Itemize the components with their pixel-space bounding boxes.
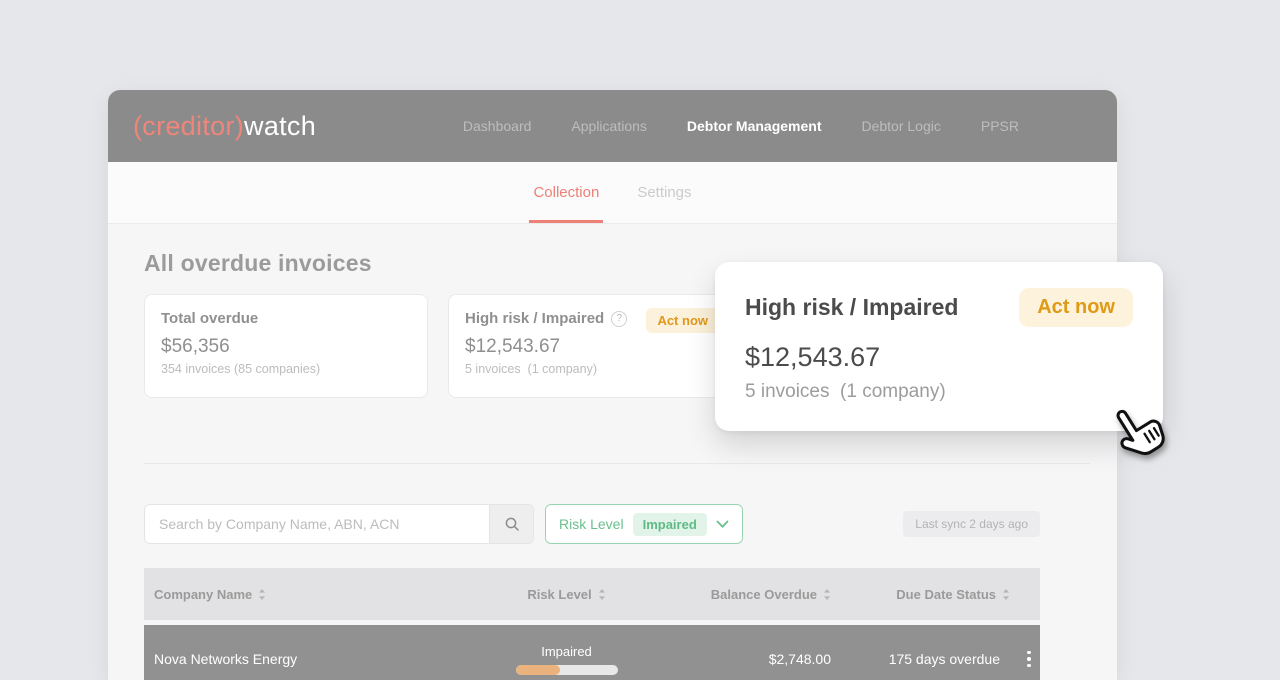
filter-label: Risk Level	[559, 516, 624, 532]
header-due-date-status[interactable]: Due Date Status	[839, 587, 1018, 602]
row-menu-button[interactable]	[1018, 647, 1040, 672]
risk-label: Impaired	[541, 643, 592, 659]
sort-icon	[823, 588, 831, 601]
header-balance-overdue[interactable]: Balance Overdue	[659, 587, 839, 602]
search-icon	[505, 517, 519, 531]
high-risk-sub: 5 invoices (1 company)	[465, 362, 598, 376]
high-risk-title: High risk / Impaired	[465, 310, 605, 327]
chevron-down-icon	[716, 520, 729, 528]
creditorwatch-logo[interactable]: (creditor)watch	[133, 111, 316, 142]
top-navbar: (creditor)watch Dashboard Applications D…	[108, 90, 1117, 162]
toolbar: Risk Level Impaired Last sync 2 days ago	[144, 504, 1040, 544]
logo-creditor: (creditor)	[133, 110, 245, 141]
summary-cards: Total overdue $56,356 354 invoices (85 c…	[144, 294, 1117, 398]
table-header: Company Name Risk Level Balance Overdue	[144, 568, 1040, 620]
subnav: Collection Settings	[108, 162, 1117, 224]
header-risk-level[interactable]: Risk Level	[474, 587, 659, 602]
act-now-badge[interactable]: Act now	[646, 308, 719, 333]
popup-value: $12,543.67	[745, 342, 881, 372]
nav-items: Dashboard Applications Debtor Management…	[463, 118, 1019, 134]
cell-risk-level: Impaired	[474, 644, 659, 675]
tab-settings[interactable]: Settings	[637, 184, 692, 201]
nav-item-ppsr[interactable]: PPSR	[980, 118, 1019, 134]
risk-level-filter[interactable]: Risk Level Impaired	[545, 504, 743, 544]
help-icon[interactable]: ?	[611, 310, 628, 327]
high-risk-popup: High risk / Impaired Act now $12,543.67 …	[715, 262, 1163, 431]
header-company-name[interactable]: Company Name	[144, 587, 474, 602]
search-input[interactable]	[145, 505, 489, 543]
logo-watch: watch	[244, 110, 317, 141]
nav-item-debtor-logic[interactable]: Debtor Logic	[861, 118, 941, 134]
nav-item-debtor-management[interactable]: Debtor Management	[686, 118, 822, 134]
total-overdue-title: Total overdue	[161, 310, 259, 327]
sort-icon	[1002, 588, 1010, 601]
risk-progress-bar	[515, 664, 618, 675]
high-risk-value: $12,543.67	[465, 336, 561, 357]
table-row[interactable]: Nova Networks Energy Impaired $2,748.00 …	[144, 625, 1040, 680]
popup-sub: 5 invoices (1 company)	[745, 381, 946, 402]
kebab-icon	[1027, 650, 1031, 655]
page-title: All overdue invoices	[144, 250, 372, 276]
sort-icon	[258, 588, 266, 601]
invoices-table: Company Name Risk Level Balance Overdue	[144, 568, 1040, 680]
popup-title: High risk / Impaired	[745, 294, 959, 320]
search-box	[144, 504, 534, 544]
nav-item-applications[interactable]: Applications	[571, 118, 647, 134]
risk-progress-fill	[515, 664, 561, 675]
total-overdue-sub: 354 invoices (85 companies)	[161, 362, 321, 376]
filter-value-tag: Impaired	[632, 512, 707, 536]
tab-collection[interactable]: Collection	[529, 162, 604, 223]
hand-cursor	[1112, 403, 1165, 464]
total-overdue-card: Total overdue $56,356 354 invoices (85 c…	[144, 294, 428, 398]
search-button[interactable]	[489, 505, 533, 543]
cell-due-date-status: 175 days overdue	[888, 651, 1000, 667]
total-overdue-value: $56,356	[161, 336, 230, 357]
section-divider	[144, 463, 1090, 464]
sort-icon	[598, 588, 606, 601]
high-risk-card: High risk / Impaired ? Act now $12,543.6…	[448, 294, 732, 398]
popup-act-now-button[interactable]: Act now	[1019, 288, 1133, 327]
cell-company-name: Nova Networks Energy	[154, 651, 298, 667]
nav-item-dashboard[interactable]: Dashboard	[462, 118, 532, 134]
last-sync-badge: Last sync 2 days ago	[903, 511, 1040, 537]
main-content: All overdue invoices Total overdue $56,3…	[108, 250, 1117, 680]
cell-balance-overdue: $2,748.00	[768, 651, 831, 667]
